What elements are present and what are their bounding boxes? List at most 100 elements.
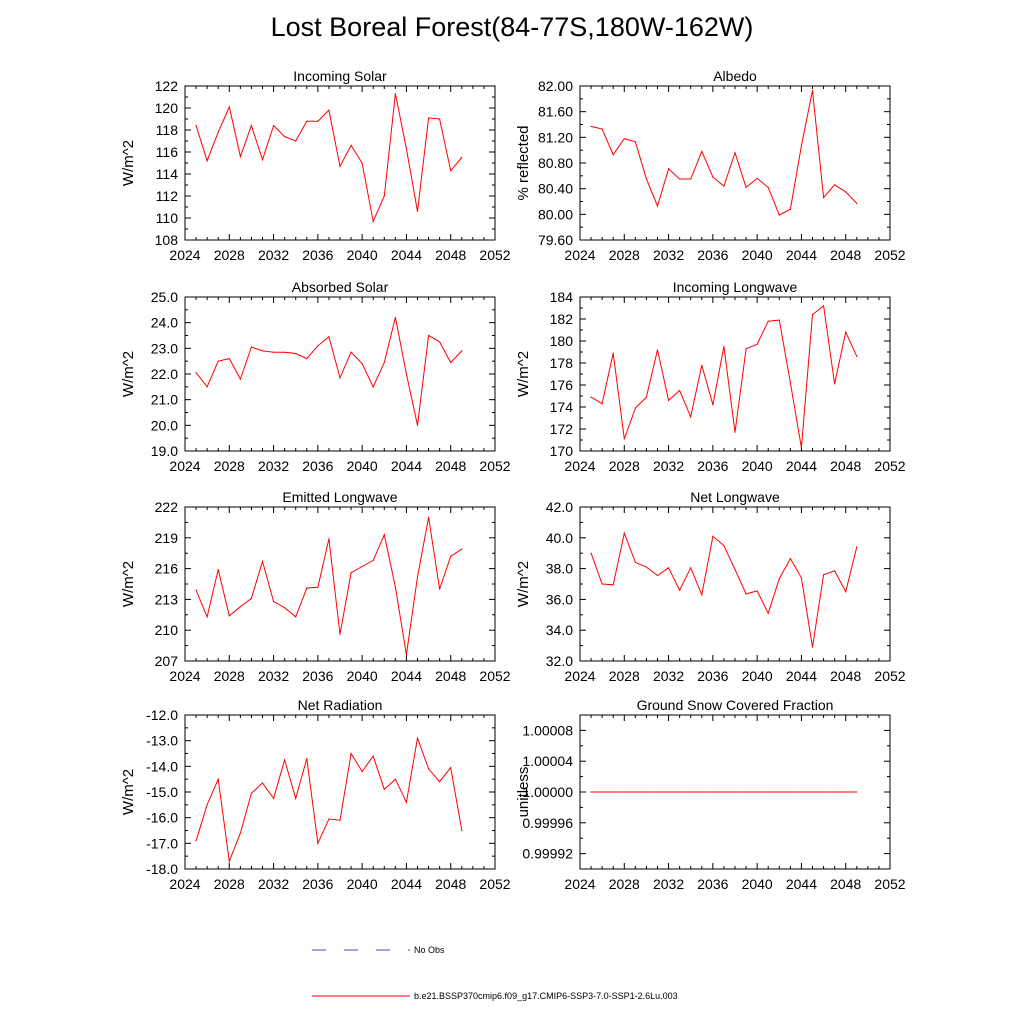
data-point (822, 791, 825, 793)
data-point (778, 578, 780, 580)
data-point (800, 145, 803, 147)
data-point (667, 168, 670, 170)
data-point (623, 532, 625, 534)
y-tick-label: 1.00004 (522, 753, 573, 769)
data-point (800, 577, 803, 579)
data-point (217, 569, 219, 571)
y-axis-label: % reflected (515, 125, 532, 200)
series-line (195, 317, 463, 426)
x-tick-label: 2052 (874, 668, 905, 684)
x-tick-label: 2028 (214, 247, 245, 263)
panel-title: Absorbed Solar (292, 279, 389, 295)
data-point (822, 574, 825, 576)
data-point (590, 396, 592, 398)
data-point (856, 791, 858, 793)
y-axis-label: W/m^2 (515, 561, 532, 607)
legend-label: No Obs (414, 945, 445, 955)
data-point (350, 752, 352, 755)
x-tick-label: 2044 (786, 458, 817, 474)
x-tick-label: 2052 (479, 458, 510, 474)
data-point (778, 214, 780, 216)
y-tick-label: 22.0 (151, 366, 178, 382)
data-point (723, 544, 725, 547)
x-tick-label: 2052 (479, 247, 510, 263)
data-point (800, 447, 803, 449)
y-tick-label: 1.00000 (522, 784, 573, 800)
data-point (427, 516, 430, 518)
data-point (679, 178, 681, 180)
data-point (461, 156, 463, 159)
y-tick-label: 118 (156, 122, 179, 138)
data-point (228, 358, 230, 360)
data-point (383, 361, 385, 364)
data-point (295, 797, 297, 800)
data-point (239, 155, 241, 157)
data-point (195, 840, 197, 842)
data-point (317, 842, 319, 844)
data-point (723, 185, 725, 187)
y-tick-label: 184 (550, 289, 574, 305)
y-axis-label: unitless (515, 767, 532, 818)
data-point (239, 832, 241, 834)
x-tick-label: 2028 (609, 247, 640, 263)
data-point (756, 590, 758, 592)
data-point (339, 165, 341, 167)
y-tick-label: 23.0 (151, 340, 178, 356)
data-point (645, 396, 648, 398)
data-point (217, 360, 219, 362)
data-point (427, 334, 430, 337)
x-tick-label: 2028 (609, 876, 640, 892)
data-point (789, 791, 791, 793)
y-tick-label: -18.0 (146, 861, 178, 877)
data-point (339, 819, 341, 821)
y-tick-label: 222 (155, 499, 179, 515)
data-point (328, 818, 330, 820)
x-tick-label: 2028 (214, 876, 245, 892)
data-point (261, 782, 264, 784)
data-point (206, 804, 208, 806)
x-tick-label: 2032 (258, 247, 289, 263)
data-point (295, 616, 297, 618)
x-tick-label: 2052 (479, 876, 510, 892)
panel-title: Incoming Longwave (673, 279, 798, 295)
x-tick-label: 2052 (874, 458, 905, 474)
y-tick-label: 213 (155, 591, 179, 607)
data-point (383, 534, 385, 536)
data-point (361, 162, 363, 164)
data-point (306, 120, 308, 122)
data-point (767, 320, 769, 322)
series-line (195, 736, 463, 864)
data-point (317, 586, 319, 588)
data-point (822, 197, 825, 199)
data-point (228, 860, 230, 862)
data-point (645, 178, 648, 180)
x-tick-label: 2024 (169, 247, 200, 263)
data-point (745, 186, 747, 188)
data-point (690, 178, 692, 180)
data-point (427, 117, 430, 119)
data-point (394, 316, 396, 319)
data-point (601, 403, 603, 405)
data-point (361, 363, 363, 365)
data-point (834, 791, 836, 793)
x-tick-label: 2048 (435, 458, 466, 474)
y-tick-label: 112 (156, 188, 179, 204)
data-point (656, 791, 659, 793)
data-point (250, 597, 253, 599)
plot-frame (184, 506, 496, 662)
series-line (590, 304, 858, 448)
x-tick-label: 2044 (391, 668, 422, 684)
x-tick-label: 2048 (435, 668, 466, 684)
data-point (845, 591, 847, 593)
data-point (439, 118, 441, 120)
y-tick-label: -16.0 (146, 810, 178, 826)
data-point (667, 567, 670, 569)
y-tick-label: -14.0 (146, 758, 178, 774)
y-tick-label: 34.0 (546, 622, 573, 638)
data-point (856, 202, 858, 205)
data-point (712, 535, 714, 537)
y-tick-label: 172 (550, 421, 574, 437)
y-tick-label: 207 (155, 653, 179, 669)
panel-title: Albedo (713, 68, 757, 84)
data-point (734, 431, 736, 433)
